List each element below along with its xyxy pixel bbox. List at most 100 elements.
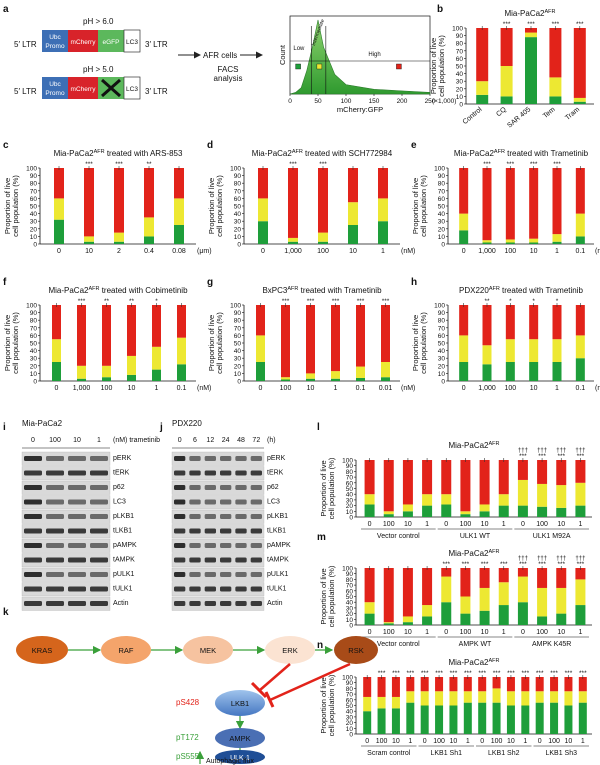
blot-band — [204, 572, 216, 577]
bar-segment-red — [422, 568, 433, 606]
bar-segment-red — [479, 568, 490, 588]
blot-band — [46, 572, 64, 577]
y-tick-label: 100 — [434, 166, 445, 173]
x-tick-label: 100 — [101, 385, 113, 392]
y-axis-label-line1: Proportion of live — [3, 315, 12, 371]
x-tick-label: 0.08 — [172, 248, 186, 255]
bar-segment-yellow — [348, 202, 358, 225]
x-tick-label: Tem — [542, 106, 557, 120]
x-tick-label: 100 — [504, 248, 516, 255]
x-tick-label: 100 — [536, 521, 548, 528]
bar-segment-green — [460, 514, 471, 517]
significance-daggers: ††† — [518, 556, 528, 562]
blot-band — [220, 586, 232, 592]
significance-stars: *** — [527, 21, 535, 28]
gate-marker-yellow — [316, 63, 323, 70]
blot-band — [204, 601, 216, 606]
x-tick-label: 1 — [381, 248, 385, 255]
bar-segment-red — [529, 305, 539, 340]
bar-segment-yellow — [517, 479, 528, 506]
significance-daggers: ††† — [537, 448, 547, 454]
blot-band — [46, 543, 64, 548]
node-raf-label: RAF — [119, 646, 134, 655]
blot-band — [204, 586, 216, 592]
chart-title: Mia-PaCa2AFR — [448, 441, 499, 450]
blot-band — [250, 601, 262, 606]
bar-segment-yellow — [575, 579, 586, 606]
bar-segment-green — [575, 505, 586, 517]
significance-stars: *** — [503, 21, 511, 28]
blot-band — [68, 485, 86, 490]
bar-segment-yellow — [364, 494, 375, 505]
y-tick-label: 20 — [438, 226, 446, 233]
panel-letter-h: h — [411, 277, 417, 288]
bar-segment-red — [575, 568, 586, 580]
y-tick-label: 30 — [456, 79, 464, 86]
y-tick-label: 10 — [234, 371, 242, 378]
bar-segment-green — [52, 362, 61, 381]
bar-segment-red — [152, 305, 161, 347]
blot-band — [204, 470, 216, 476]
blot-band — [174, 557, 186, 563]
bar-segment-green — [482, 364, 492, 381]
x-tick-label: 10 — [392, 738, 400, 745]
y-tick-label: 90 — [234, 173, 242, 180]
y-tick-label: 40 — [438, 348, 446, 355]
blot-band — [250, 456, 262, 461]
bar-segment-green — [177, 364, 186, 381]
bar-segment-red — [306, 305, 315, 374]
bar-segment-green — [498, 605, 509, 625]
bar-segment-green — [506, 705, 515, 734]
bar-segment-yellow — [517, 576, 528, 603]
bar-segment-yellow — [537, 587, 548, 617]
bar-segment-green — [420, 705, 429, 734]
blot-band — [189, 499, 201, 505]
y-tick-label: 0 — [237, 242, 241, 249]
bar-segment-red — [318, 168, 328, 233]
y-tick-label: 10 — [456, 94, 464, 101]
bar-segment-yellow — [552, 234, 562, 242]
bar-segment-red — [529, 168, 539, 239]
node-erk — [265, 636, 315, 664]
bar-segment-green — [492, 702, 501, 734]
x-tick-label: 0.01 — [379, 385, 393, 392]
bar-segment-yellow — [331, 371, 340, 379]
blot-band — [220, 499, 232, 505]
bar-segment-red — [402, 460, 413, 505]
bar-segment-green — [306, 378, 315, 381]
blot-strip — [171, 480, 265, 495]
y-tick-label: 70 — [346, 692, 354, 699]
y-tick-label: 10 — [438, 371, 446, 378]
bar-segment-green — [144, 236, 154, 244]
y-tick-label: 10 — [438, 234, 446, 241]
y-tick-label: 50 — [346, 486, 354, 493]
y-axis-label-line1: Proportion of live — [319, 677, 328, 733]
bar-segment-red — [549, 28, 562, 78]
band-label: pERK — [267, 455, 286, 462]
y-tick-label: 20 — [234, 363, 242, 370]
bar-segment-green — [476, 94, 489, 104]
bar-segment-green — [77, 378, 86, 381]
bar-segment-green — [556, 507, 567, 517]
blot-strip — [171, 553, 265, 568]
significance-stars: *** — [319, 161, 327, 168]
blot-band — [68, 499, 86, 505]
blot-band — [220, 456, 232, 461]
blot-band — [68, 572, 86, 577]
bar-segment-red — [435, 677, 444, 692]
y-tick-label: 20 — [346, 720, 354, 727]
significance-stars: *** — [538, 561, 546, 568]
bar-segment-red — [54, 168, 64, 199]
y-tick-label: 50 — [438, 341, 446, 348]
y-tick-label: 10 — [30, 234, 38, 241]
x-tick-label: 1 — [555, 248, 559, 255]
blot-strip — [21, 567, 111, 582]
blot-band — [90, 514, 108, 519]
bar-segment-green — [498, 505, 509, 517]
significance-stars: ** — [484, 298, 490, 305]
significance-stars: *** — [557, 453, 565, 460]
bar-segment-yellow — [114, 232, 124, 242]
blot-band — [90, 572, 108, 577]
lane-label: 6 — [193, 437, 197, 444]
bar-segment-yellow — [144, 217, 154, 237]
